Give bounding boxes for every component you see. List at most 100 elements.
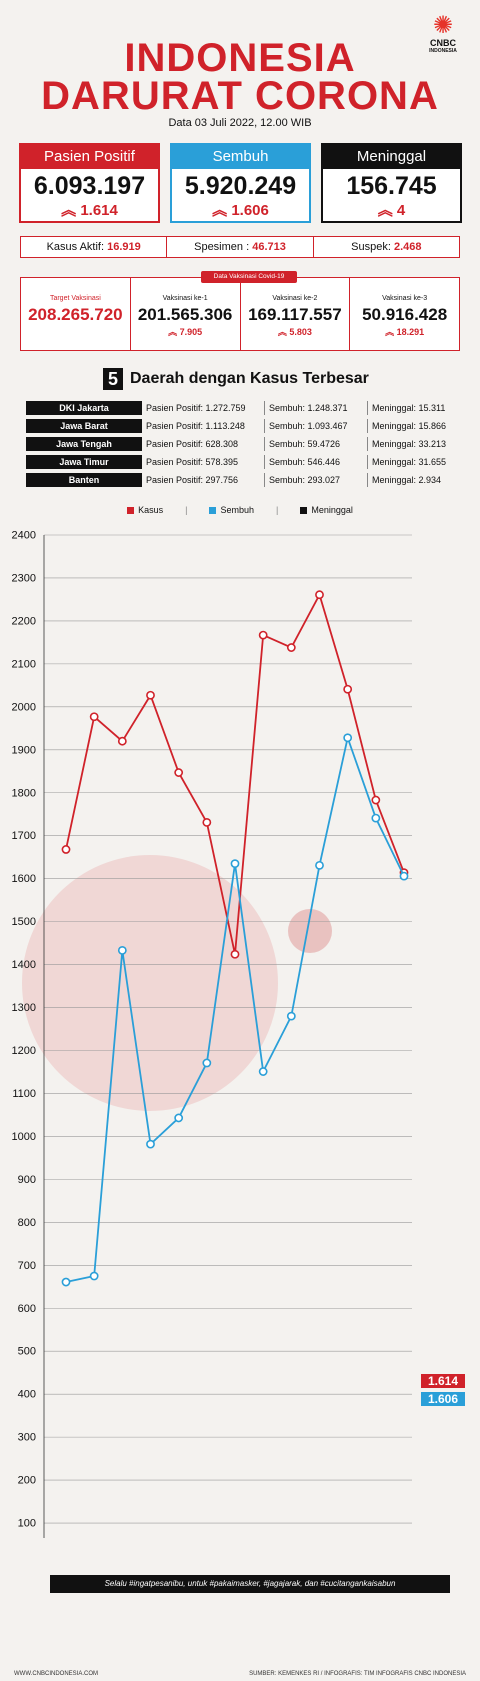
region-name: DKI Jakarta xyxy=(26,401,142,415)
vaccine-dose3: Vaksinasi ke-3 50.916.428 ︽ 18.291 xyxy=(350,278,459,350)
vaccine-label: Vaksinasi ke-1 xyxy=(162,295,208,302)
chart-grid xyxy=(44,534,412,1524)
region-row: Jawa Barat Pasien Positif: 1.113.248 Sem… xyxy=(26,419,464,433)
region-row: DKI Jakarta Pasien Positif: 1.272.759 Se… xyxy=(26,401,464,415)
footer-strip: WWW.CNBCINDONESIA.COM SUMBER: KEMENKES R… xyxy=(0,1667,480,1681)
end-label-kasus: 1.614 xyxy=(421,1374,465,1388)
peacock-icon: ✺ xyxy=(432,12,454,39)
stat-change: ︽ 1.614 xyxy=(21,201,158,221)
y-tick-label: 1600 xyxy=(12,873,36,885)
y-tick-label: 1100 xyxy=(12,1088,36,1100)
vaccine-value: 169.117.557 xyxy=(248,305,342,324)
y-tick-label: 1300 xyxy=(12,1002,36,1014)
y-tick-label: 600 xyxy=(18,1303,36,1315)
y-tick-label: 1900 xyxy=(12,744,36,756)
legend-separator: | xyxy=(276,505,279,515)
stat-change: ︽ 1.606 xyxy=(172,201,309,221)
region-positif: Pasien Positif: 1.113.248 xyxy=(142,419,265,433)
region-positif: Pasien Positif: 578.395 xyxy=(142,455,265,469)
logo-line1: CNBC xyxy=(430,38,456,48)
data-point xyxy=(315,860,324,870)
y-tick-label: 2300 xyxy=(12,572,36,584)
data-point xyxy=(146,1139,155,1149)
vaccine-value: 201.565.306 xyxy=(137,305,233,324)
region-meninggal: Meninggal: 31.655 xyxy=(372,457,447,467)
spesimen: Spesimen : 46.713 xyxy=(167,237,314,257)
data-point xyxy=(117,946,127,955)
secondary-label: Spesimen : xyxy=(194,241,250,253)
legend-swatch xyxy=(300,507,308,514)
legend-swatch xyxy=(127,507,135,514)
data-point xyxy=(146,690,155,700)
stat-value: 5.920.249 xyxy=(184,172,297,200)
region-name: Jawa Timur xyxy=(26,455,142,469)
region-name: Jawa Tengah xyxy=(26,437,142,451)
y-tick-label: 100 xyxy=(18,1518,36,1530)
y-tick-label: 1800 xyxy=(12,787,36,799)
stat-change-value: 1.614 xyxy=(80,202,118,219)
cnbc-logo: ✺ CNBC INDONESIA xyxy=(418,12,468,55)
chart-legend: Kasus | Sembuh | Meninggal xyxy=(0,505,480,515)
data-point xyxy=(61,1277,71,1287)
vaccine-change-value: 5.803 xyxy=(289,327,312,337)
region-sembuh: Sembuh: 59.4726 xyxy=(265,437,368,451)
y-tick-label: 2200 xyxy=(12,615,36,627)
y-tick-label: 1200 xyxy=(12,1045,36,1057)
stat-change-value: 4 xyxy=(396,202,406,219)
vaccine-change-value: 7.905 xyxy=(179,327,203,337)
vaccine-value: 50.916.428 xyxy=(362,305,448,324)
vaccine-dose2: Vaksinasi ke-2 169.117.557 ︽ 5.803 xyxy=(241,278,351,350)
data-point xyxy=(258,1067,268,1076)
up-chevron-icon: ︽ xyxy=(377,202,393,219)
data-point xyxy=(202,1058,212,1068)
vaccine-change: ︽ 5.803 xyxy=(277,327,312,337)
legend-label: Sembuh xyxy=(220,505,254,515)
region-name: Banten xyxy=(26,473,142,487)
y-tick-label: 2400 xyxy=(12,530,36,542)
data-point xyxy=(230,859,240,869)
stat-label: Meninggal xyxy=(323,145,460,169)
data-point xyxy=(286,1011,296,1021)
secondary-value: 16.919 xyxy=(107,241,141,253)
data-point xyxy=(117,736,127,746)
region-row: Jawa Timur Pasien Positif: 578.395 Sembu… xyxy=(26,455,464,469)
stat-value: 6.093.197 xyxy=(33,172,146,200)
region-name: Jawa Barat xyxy=(26,419,142,433)
secondary-value: 2.468 xyxy=(393,241,422,253)
legend-item-kasus: Kasus xyxy=(127,505,163,515)
y-tick-label: 800 xyxy=(18,1217,36,1229)
region-row: Banten Pasien Positif: 297.756 Sembuh: 2… xyxy=(26,473,464,487)
legend-item-meninggal: Meninggal xyxy=(300,505,353,515)
footer-website: WWW.CNBCINDONESIA.COM xyxy=(14,1671,98,1677)
data-point xyxy=(202,817,212,827)
vaccine-change-value: 18.291 xyxy=(396,327,425,337)
legend-swatch xyxy=(209,507,217,514)
stat-change: ︽ 4 xyxy=(323,201,460,221)
stat-card-sembuh: Sembuh 5.920.249 ︽ 1.606 xyxy=(170,143,311,223)
y-tick-label: 2100 xyxy=(12,658,36,670)
y-axis: 100 200 300 400 500 600 700 800 900 1000 1100 1200 1… xyxy=(12,530,45,1538)
chart-series: 4 xyxy=(61,590,409,1287)
region-sembuh: Sembuh: 546.446 xyxy=(265,455,368,469)
data-point xyxy=(315,590,324,600)
region-sembuh: Sembuh: 1.248.371 xyxy=(265,401,368,415)
vaccine-target: Target Vaksinasi 208.265.720 xyxy=(21,278,131,350)
stat-card-meninggal: Meninggal 156.745 ︽ 4 xyxy=(321,143,462,223)
data-point xyxy=(371,795,381,805)
vaccine-change: ︽ 18.291 xyxy=(385,327,425,337)
stat-value: 156.745 xyxy=(346,172,437,200)
legend-item-sembuh: Sembuh xyxy=(209,505,254,515)
vaccine-label: Vaksinasi ke-3 xyxy=(382,295,428,302)
virus-decoration xyxy=(22,855,332,1111)
stat-label: Sembuh xyxy=(172,145,309,169)
secondary-label: Suspek: xyxy=(351,241,391,253)
y-tick-label: 300 xyxy=(18,1432,36,1444)
line-chart: 100 200 300 400 500 600 700 800 900 1000 1100 1200 1… xyxy=(12,530,412,1538)
y-tick-label: 500 xyxy=(18,1346,36,1358)
y-tick-label: 900 xyxy=(18,1174,36,1186)
y-tick-label: 1500 xyxy=(12,916,36,928)
region-sembuh: Sembuh: 1.093.467 xyxy=(265,419,368,433)
vaccine-label: Vaksinasi ke-2 xyxy=(272,295,318,302)
footer-slogan: Selalu #ingatpesanibu, untuk #pakaimaske… xyxy=(50,1575,450,1593)
vaccination-box: Data Vaksinasi Covid-19 Target Vaksinasi… xyxy=(20,271,460,351)
